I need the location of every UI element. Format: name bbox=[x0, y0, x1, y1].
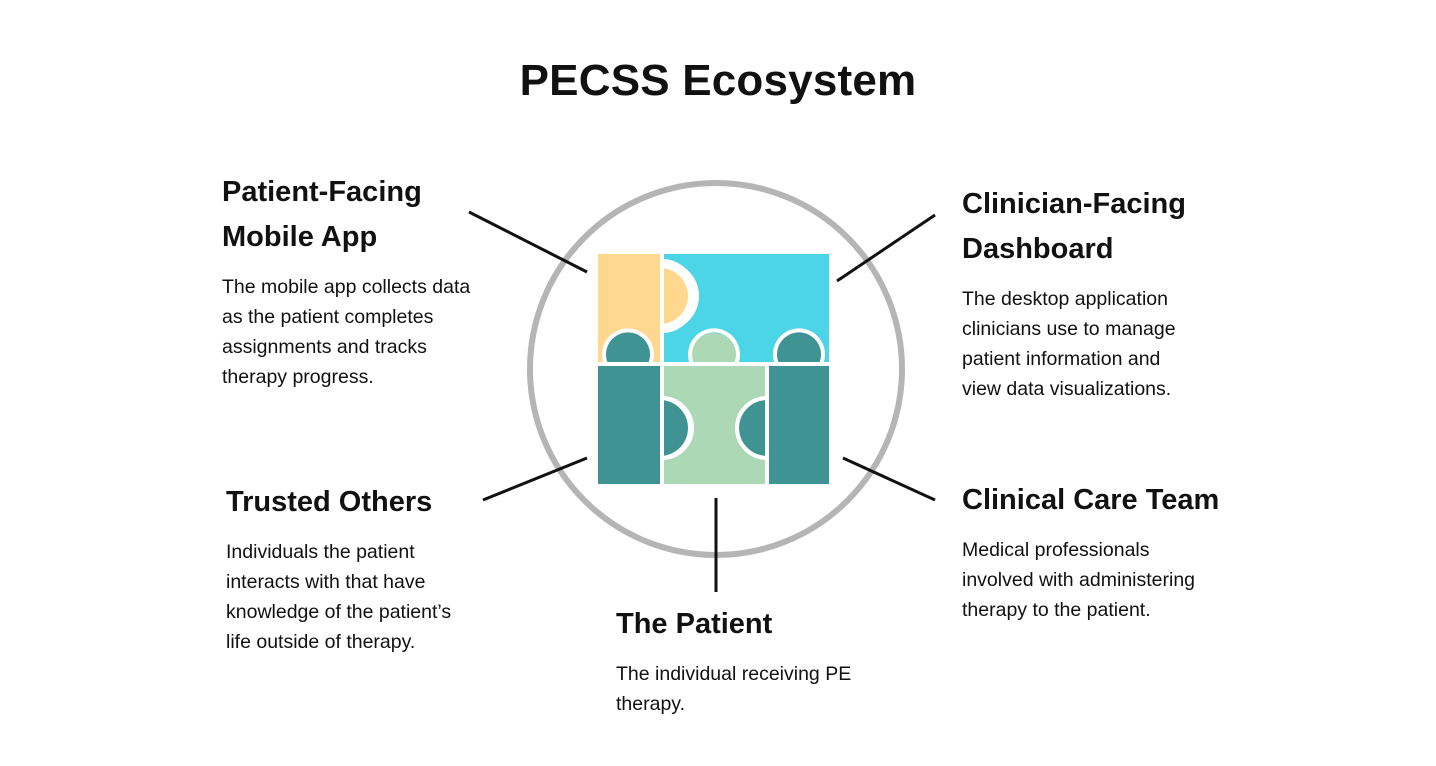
page-title: PECSS Ecosystem bbox=[519, 56, 917, 105]
patient-app-description: The mobile app collects data as the pati… bbox=[222, 276, 471, 388]
trusted-others-title: Trusted Others bbox=[226, 486, 433, 518]
trusted-others-block: Trusted Others Individuals the patient i… bbox=[226, 480, 526, 657]
trusted-others-description: Individuals the patient interacts with t… bbox=[226, 541, 452, 653]
clinical-care-team-description: Medical professionals involved with admi… bbox=[962, 539, 1196, 621]
clinician-dashboard-title: Clinician-Facing Dashboard bbox=[962, 188, 1186, 265]
clinical-care-team-block: Clinical Care Team Medical professionals… bbox=[962, 478, 1262, 625]
the-patient-block: The Patient The individual receiving PE … bbox=[616, 602, 916, 719]
patient-app-block: Patient-Facing Mobile App The mobile app… bbox=[222, 170, 522, 392]
connector-trusted-others bbox=[482, 456, 588, 502]
the-patient-title: The Patient bbox=[616, 608, 773, 640]
puzzle-knob-mint bbox=[690, 333, 738, 381]
clinician-dashboard-block: Clinician-Facing Dashboard The desktop a… bbox=[962, 182, 1262, 404]
puzzle-knob-teal-left bbox=[604, 331, 652, 379]
connector-patient-app bbox=[468, 210, 588, 274]
patient-app-title: Patient-Facing Mobile App bbox=[222, 176, 422, 253]
puzzle-icon bbox=[598, 254, 829, 484]
puzzle-piece-mint bbox=[664, 366, 765, 484]
clinical-care-team-title: Clinical Care Team bbox=[962, 484, 1220, 516]
clinician-dashboard-description: The desktop application clinicians use t… bbox=[962, 288, 1176, 400]
connector-clinician-dashboard bbox=[836, 213, 936, 283]
the-patient-description: The individual receiving PE therapy. bbox=[616, 663, 852, 715]
connector-clinical-care-team bbox=[842, 456, 936, 502]
puzzle-knob-teal-right bbox=[775, 331, 823, 379]
